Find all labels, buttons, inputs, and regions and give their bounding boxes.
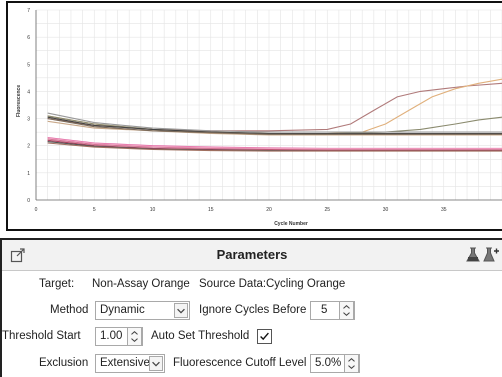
y-axis-title: Fluorescence [16,85,22,117]
ignore-cycles-stepper[interactable]: 5 [310,301,355,320]
target-label: Target: [39,278,75,290]
method-select-value: Dynamic [100,304,145,316]
series-line [47,116,502,135]
expand-icon[interactable] [10,247,26,263]
x-tick-label: 10 [150,207,156,213]
y-tick-label: 7 [27,8,30,14]
ignore-cycles-label: Ignore Cycles Before [199,304,307,316]
series-line [47,78,502,135]
spin-arrows-icon[interactable] [339,301,354,320]
spin-arrows-icon[interactable] [344,354,359,373]
series-line [47,112,502,133]
method-label: Method [50,304,89,316]
series-line [47,142,502,152]
parameters-header: Parameters [2,240,502,271]
ignore-cycles-value: 5 [321,304,328,316]
series-line [47,137,502,150]
parameters-title: Parameters [216,247,288,262]
x-tick-label: 15 [208,207,214,213]
series-line [47,82,502,132]
x-tick-label: 5 [93,207,96,213]
y-tick-label: 6 [27,35,30,41]
auto-threshold-label: Auto Set Threshold [151,330,250,342]
amplification-chart: 0 5 10 15 20 25 30 35 0 1 2 3 4 5 6 7 Fluorescence Cycl… [6,1,502,231]
flask-icon[interactable] [465,247,481,263]
flask-add-icon[interactable] [483,247,499,263]
y-tick-label: 3 [27,117,30,123]
exclusion-select-value: Extensive [100,357,150,369]
source-data-value: Cycling Orange [266,278,346,290]
series-line [47,118,502,135]
target-value: Non-Assay Orange [92,278,190,290]
cutoff-stepper[interactable]: 5.0% [310,354,360,373]
cutoff-value: 5.0% [315,357,342,369]
grid [35,9,502,201]
y-tick-label: 5 [27,62,30,68]
method-select[interactable]: Dynamic [95,301,190,320]
threshold-start-stepper[interactable]: 1.00 [95,327,143,346]
y-tick-label: 0 [27,198,30,204]
y-tick-label: 4 [27,89,30,95]
y-tick-label: 2 [27,144,30,150]
series-line [47,120,502,136]
exclusion-select[interactable]: Extensive [95,354,165,373]
chevron-down-icon[interactable] [149,356,163,371]
cutoff-label: Fluorescence Cutoff Level [173,357,307,369]
x-axis-title: Cycle Number [274,221,308,227]
y-tick-label: 1 [27,171,30,177]
x-tick-label: 25 [324,207,330,213]
x-tick-label: 30 [383,207,389,213]
x-tick-label: 20 [266,207,272,213]
axis-ticks: 0 5 10 15 20 25 30 35 0 1 2 3 4 5 6 7 [27,8,447,213]
chevron-down-icon[interactable] [174,303,188,318]
series-group [47,78,502,152]
source-data-label: Source Data: [199,278,267,290]
threshold-start-value: 1.00 [100,330,123,342]
threshold-start-label: Threshold Start [2,330,81,342]
x-tick-label: 35 [441,207,447,213]
auto-threshold-checkbox[interactable] [257,329,272,344]
exclusion-label: Exclusion [39,357,89,369]
parameters-panel: Parameters Target: Non-Assay Orange Sour… [0,238,502,377]
spin-arrows-icon[interactable] [127,327,142,346]
amplification-plot: 0 5 10 15 20 25 30 35 0 1 2 3 4 5 6 7 Fluorescence Cycl… [16,8,502,227]
x-tick-label: 0 [35,207,38,213]
